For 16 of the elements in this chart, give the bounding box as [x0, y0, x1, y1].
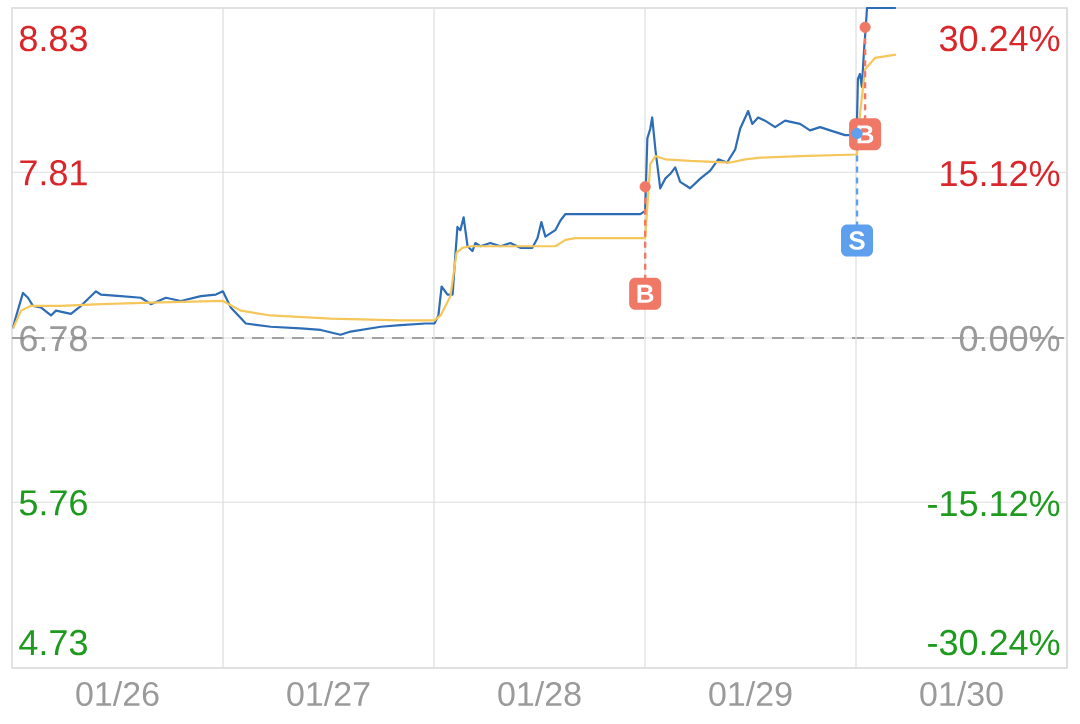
x-tick-label: 01/29: [709, 681, 792, 707]
y-tick-label: 5.76: [19, 490, 87, 516]
annotation: S: [849, 231, 865, 250]
x-tick-label: 01/27: [287, 681, 370, 707]
y-tick-label: 6.78: [20, 325, 87, 352]
y2-tick-label: -15.12%: [928, 490, 1060, 517]
y-tick-label: 8.83: [19, 25, 87, 52]
y2-tick-label: -30.24%: [928, 629, 1060, 656]
y2-tick-label: 30.24%: [939, 25, 1060, 52]
y-tick-label: 4.73: [19, 629, 87, 656]
y-tick-label: 7.81: [20, 160, 87, 186]
x-tick-label: 01/26: [76, 681, 159, 707]
y2-tick-label: 15.12%: [941, 160, 1060, 187]
annotation: B: [637, 284, 654, 303]
x-tick-label: 01/30: [920, 681, 1003, 707]
x-tick-label: 01/28: [498, 681, 581, 707]
